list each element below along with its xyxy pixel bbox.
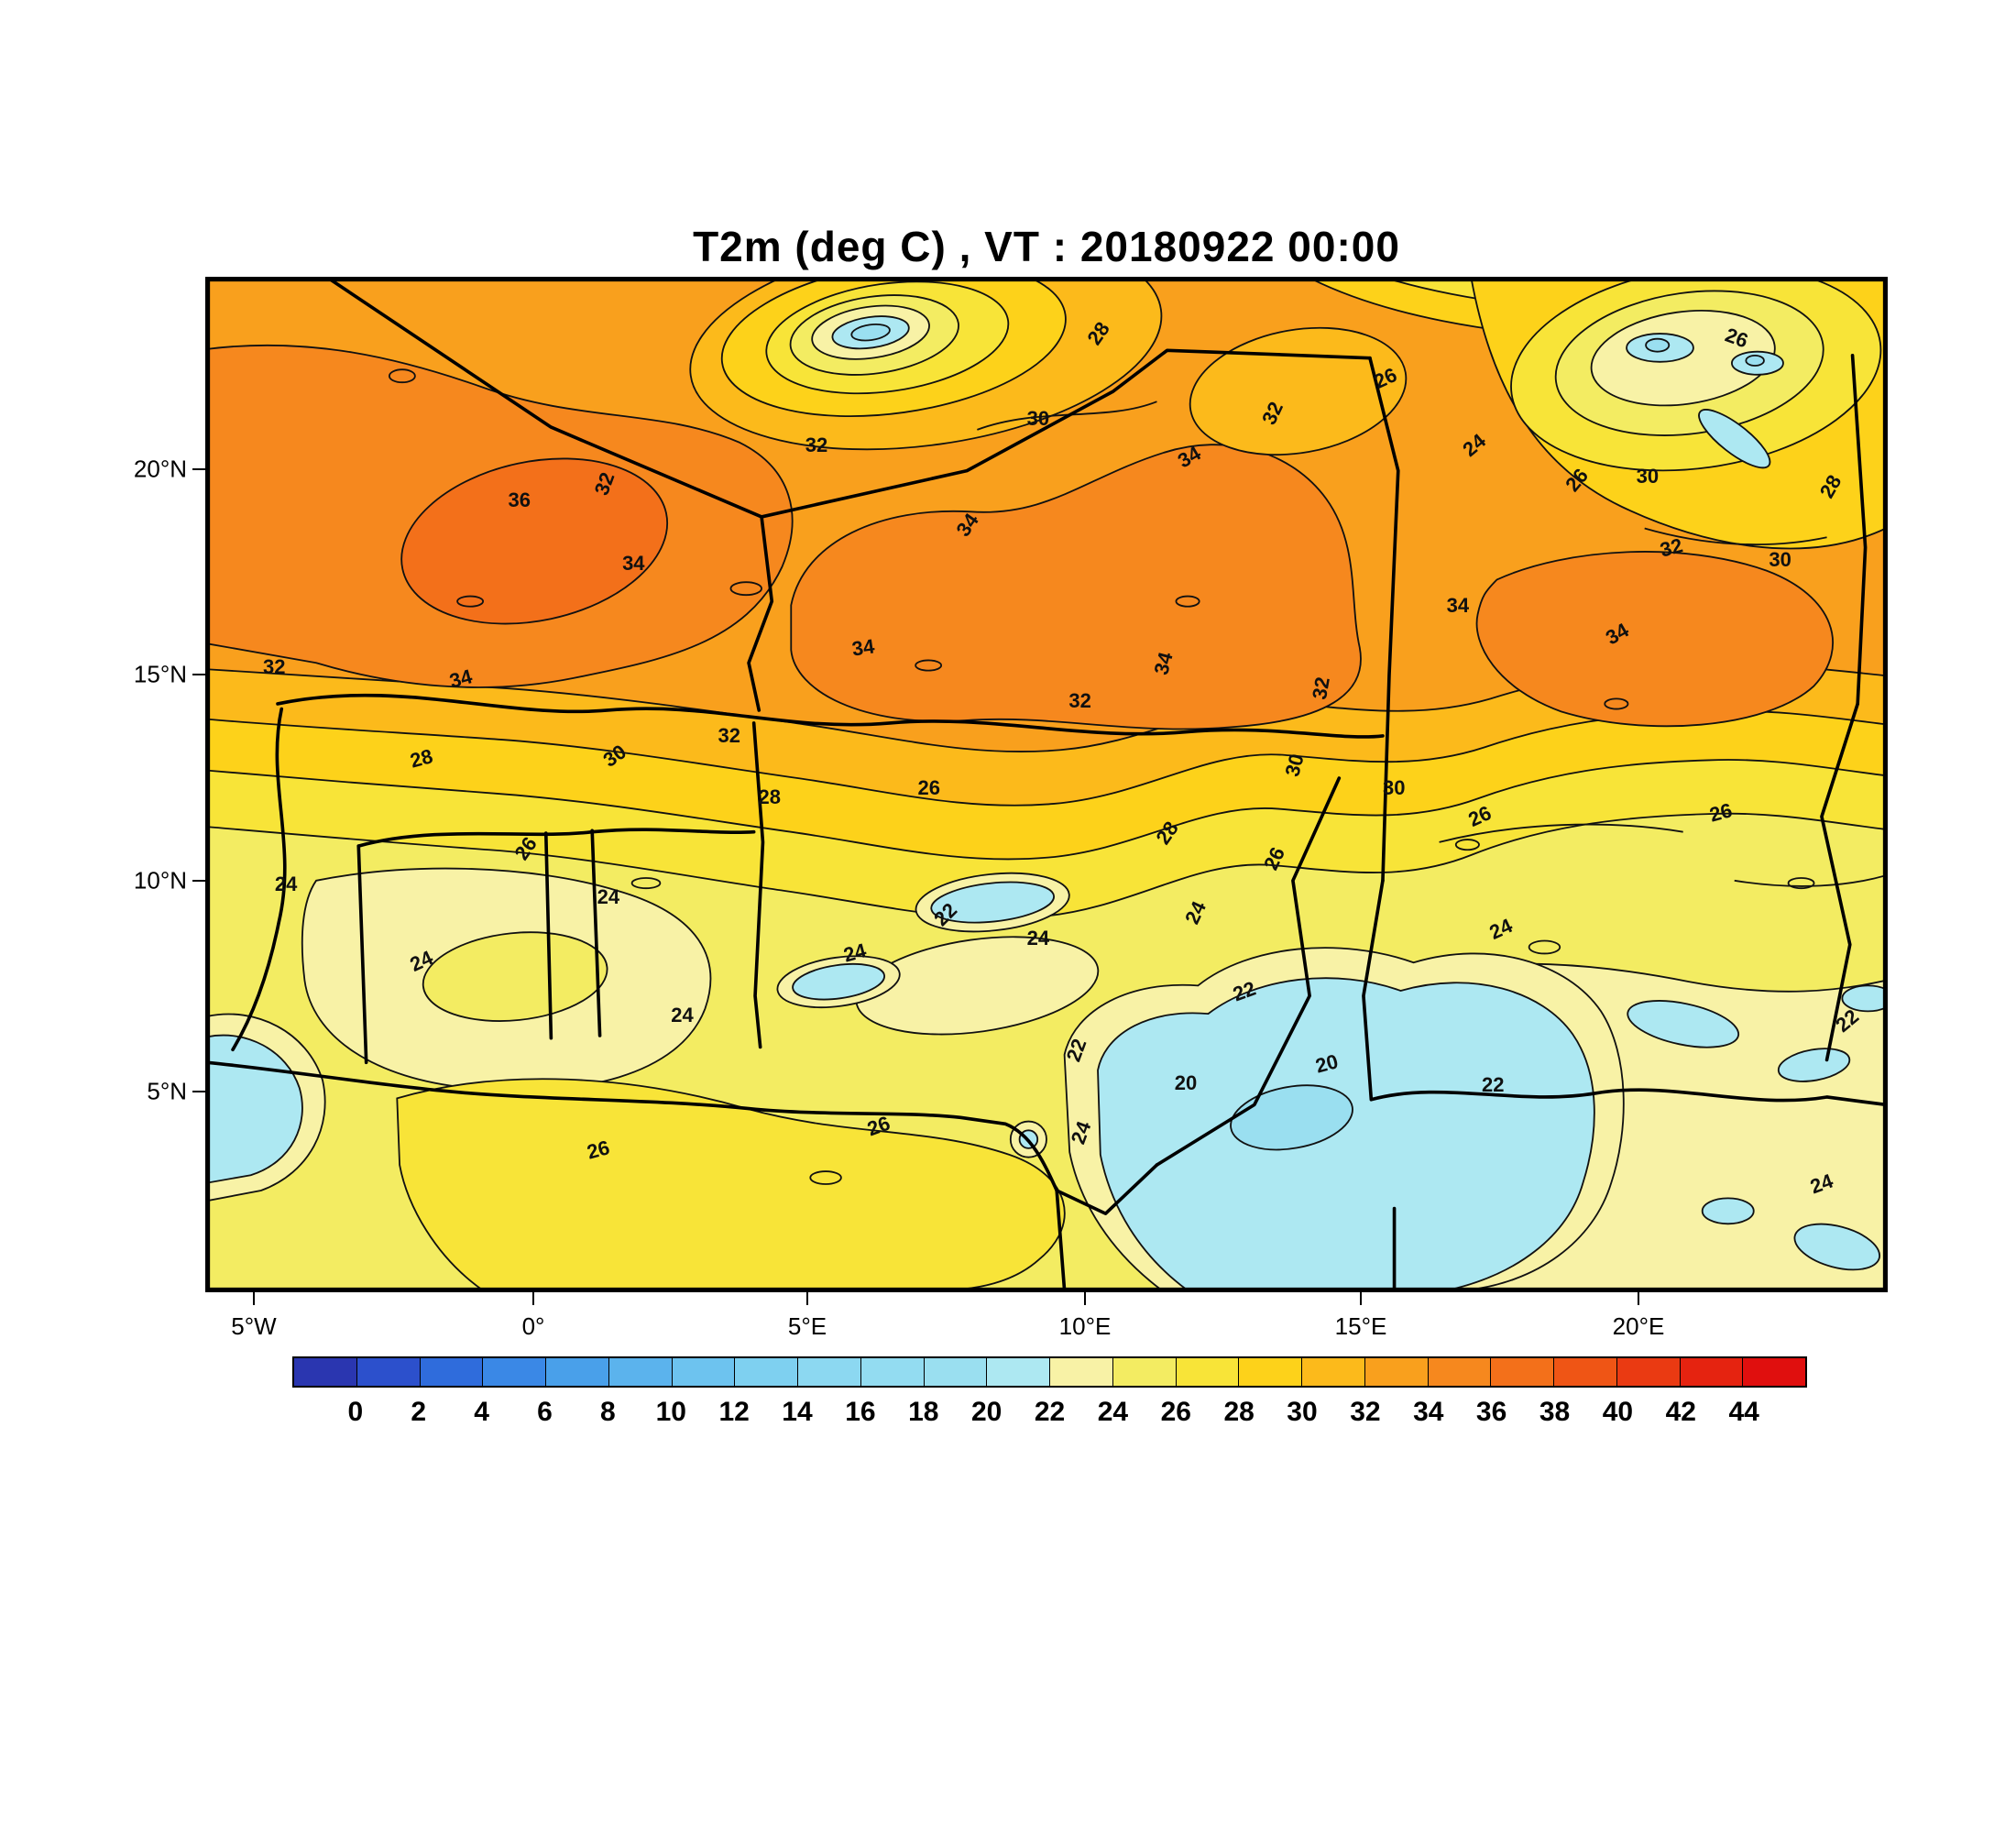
temperature-band-layer (207, 279, 1886, 919)
colorbar-cell (608, 1358, 673, 1386)
colorbar-tick-label: 24 (1097, 1397, 1129, 1427)
colorbar-cell (860, 1358, 925, 1386)
colorbar-cell (483, 1358, 546, 1386)
colorbar-tick-label: 10 (655, 1397, 686, 1427)
colorbar-cell (1680, 1358, 1744, 1386)
colorbar-tick-label: 44 (1728, 1397, 1759, 1427)
colorbar-tick-label: 8 (600, 1397, 616, 1427)
colorbar-cell (1112, 1358, 1177, 1386)
colorbar-cell (1239, 1358, 1302, 1386)
colorbar-tick-label: 30 (1287, 1397, 1318, 1427)
colorbar-cell (1176, 1358, 1240, 1386)
colorbar-cell (1050, 1358, 1113, 1386)
colorbar-cell (420, 1358, 484, 1386)
colorbar-tick-label: 32 (1350, 1397, 1381, 1427)
colorbar-cell (987, 1358, 1050, 1386)
lon-tick-mark (253, 1292, 255, 1305)
lon-tick-label-5w: 5°W (231, 1312, 277, 1340)
colorbar-tick-label: 28 (1223, 1397, 1255, 1427)
colorbar-cell (924, 1358, 988, 1386)
colorbar-tick-label: 26 (1160, 1397, 1191, 1427)
country-borders (207, 279, 1886, 1290)
colorbar-tick-label: 18 (908, 1397, 939, 1427)
colorbar-tick-label: 16 (845, 1397, 876, 1427)
colorbar-tick-label: 0 (347, 1397, 364, 1427)
lon-tick-label-15e: 15°E (1334, 1312, 1387, 1340)
colorbar-cells (292, 1356, 1807, 1388)
colorbar-tick-label: 36 (1475, 1397, 1507, 1427)
colorbar-tick-label: 6 (537, 1397, 553, 1427)
colorbar: 0 2 4 6 8 10 12 14 16 18 20 22 24 26 28 30 32 34 36 38 40 42 4… (292, 1356, 1807, 1432)
lat-tick-label-10n: 10°N (133, 866, 187, 895)
colorbar-cell (1616, 1358, 1681, 1386)
colorbar-cell (1743, 1358, 1805, 1386)
contour-map-svg (207, 279, 1886, 1290)
minor-contour-specks (388, 368, 1815, 1185)
lat-tick-mark (192, 880, 205, 882)
lat-tick-label-15n: 15°N (133, 660, 187, 688)
lat-tick-label-5n: 5°N (147, 1077, 187, 1105)
colorbar-cell (735, 1358, 798, 1386)
map-plot-area: 28 26 26 30 32 34 24 26 30 28 32 32 36 34 34 32 30 34 34 32… (205, 277, 1888, 1292)
lat-tick-mark (192, 674, 205, 675)
colorbar-cell (546, 1358, 609, 1386)
lon-tick-mark (532, 1292, 534, 1305)
colorbar-tick-label: 42 (1665, 1397, 1696, 1427)
colorbar-cell (1428, 1358, 1492, 1386)
air-mountains-cold-spot (689, 279, 1163, 451)
lat-tick-label-20n: 20°N (133, 455, 187, 483)
colorbar-cell (1364, 1358, 1429, 1386)
colorbar-cell (1491, 1358, 1554, 1386)
lon-tick-mark (1084, 1292, 1086, 1305)
lon-tick-label-10e: 10°E (1058, 1312, 1112, 1340)
map-frame (207, 279, 1886, 1290)
lon-tick-mark (1638, 1292, 1639, 1305)
colorbar-tick-label: 38 (1539, 1397, 1571, 1427)
colorbar-tick-label: 40 (1602, 1397, 1634, 1427)
colorbar-cell (1554, 1358, 1617, 1386)
colorbar-cell (294, 1358, 357, 1386)
colorbar-tick-label: 22 (1034, 1397, 1066, 1427)
lon-tick-mark (806, 1292, 808, 1305)
colorbar-cell (672, 1358, 736, 1386)
lat-tick-mark (192, 468, 205, 470)
colorbar-tick-label: 14 (782, 1397, 813, 1427)
colorbar-tick-label: 12 (718, 1397, 750, 1427)
colorbar-tick-label: 4 (474, 1397, 489, 1427)
lon-tick-label-5e: 5°E (787, 1312, 827, 1340)
colorbar-labels: 0 2 4 6 8 10 12 14 16 18 20 22 24 26 28 30 32 34 36 38 40 42 4… (292, 1388, 1807, 1432)
lon-tick-label-20e: 20°E (1612, 1312, 1665, 1340)
lon-tick-mark (1360, 1292, 1362, 1305)
lat-tick-mark (192, 1091, 205, 1092)
lon-tick-label-0: 0° (521, 1312, 545, 1340)
colorbar-cell (798, 1358, 861, 1386)
colorbar-cell (356, 1358, 421, 1386)
colorbar-cell (1302, 1358, 1365, 1386)
plot-title: T2m (deg C) , VT : 20180922 00:00 (693, 223, 1400, 270)
colorbar-tick-label: 34 (1413, 1397, 1444, 1427)
tibesti-cold-spot (1510, 279, 1882, 472)
colorbar-tick-label: 20 (970, 1397, 1003, 1427)
colorbar-tick-label: 2 (411, 1397, 427, 1427)
